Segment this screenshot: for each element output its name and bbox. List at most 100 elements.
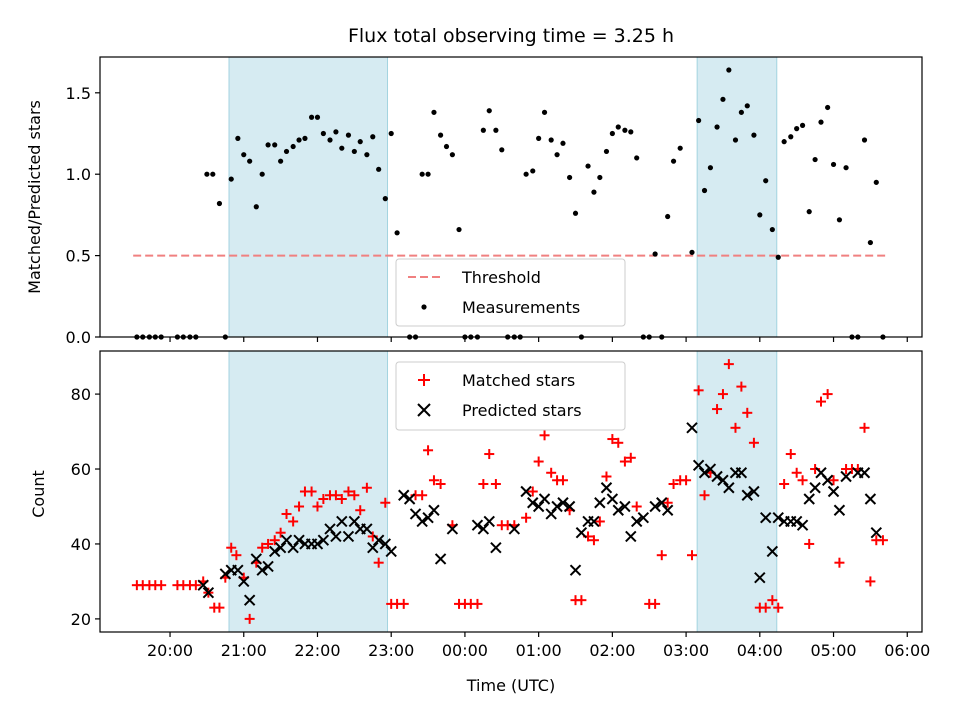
measurements-point [241,152,247,158]
x-b [269,545,281,558]
measurements-point [357,139,363,145]
matched-stars-point [373,557,384,568]
measurements-point [689,249,695,255]
x-b [692,459,705,471]
measurements-point [665,213,671,220]
x-b [348,515,361,528]
matched-stars-point [417,490,428,501]
matched-stars-point [521,512,532,523]
matched-stars-point [190,580,201,591]
x-b [379,538,392,550]
predicted-stars-point [379,538,392,550]
x-b [630,515,643,528]
measurements-point [769,226,775,233]
predicted-stars-point [858,467,871,479]
x-b [232,564,244,576]
measurements-point [714,124,720,130]
predicted-stars-point [557,497,569,509]
x-b [588,515,600,528]
measurements-point [449,152,455,158]
measurements-point [726,67,732,73]
chart-title: Flux total observing time = 3.25 h [348,25,674,47]
matched-stars-point [231,550,242,561]
measurements-point [788,134,794,140]
matched-stars-point [693,385,704,396]
x-tick-label: 00:00 [442,641,488,660]
x-b [483,515,495,528]
measurements-point [345,132,352,138]
x-b [772,512,784,524]
predicted-stars-point [256,564,268,576]
predicted-stars-point [827,485,840,498]
measurements-point [210,171,216,177]
matched-stars-point [380,497,391,508]
bottom-shaded-region [696,350,778,633]
predicted-stars-point [551,500,563,513]
predicted-stars-point [630,515,643,528]
legend-entry-measurements: Measurements [462,298,580,317]
measurements-point [493,127,499,133]
x-b [287,541,299,554]
legend-entry-matched: Matched stars [462,371,575,390]
predicted-stars-point [274,541,287,554]
matched-stars-point [490,479,501,490]
predicted-stars-point [790,515,803,528]
x-b [637,512,650,524]
matched-stars-point [361,482,372,493]
measurements-point [541,109,548,115]
matched-stars-point [214,602,225,613]
top-shaded-region [696,56,778,338]
measurements-point [781,139,787,145]
x-b [870,527,882,539]
x-b [612,504,624,516]
measurements-point [806,209,812,215]
x-tick-label: 21:00 [221,641,267,660]
measurements-point [235,135,241,141]
matched-stars-point [619,456,630,467]
measurements-point [425,171,431,177]
x-b [293,534,305,546]
predicted-stars-point [483,515,495,528]
matched-stars-point [244,613,255,624]
legend-entry-threshold: Threshold [461,268,541,287]
top-shaded-region [228,56,389,338]
x-b [790,515,803,528]
measurements-point [333,129,339,135]
measurements-point [253,204,259,210]
x-tick-label: 01:00 [516,641,562,660]
predicted-stars-point [717,474,729,486]
matched-stars-point [662,497,673,508]
measurements-point [861,137,868,143]
predicted-stars-point [202,586,215,599]
matched-stars-point [546,467,557,478]
predicted-stars-point [527,497,539,509]
x-b [551,500,563,513]
predicted-stars-point [711,470,723,483]
x-b [821,474,834,486]
x-b [398,489,410,501]
matched-stars-point [686,550,697,561]
x-b [864,493,877,505]
matched-stars-point [828,475,839,486]
matched-stars-point [613,437,624,448]
measurements-point [603,148,610,155]
measurements-point [751,132,757,138]
predicted-stars-point [219,568,232,580]
measurements-point [320,130,326,137]
matched-stars-point [336,493,347,504]
x-axis-label: Time (UTC) [466,676,555,695]
matched-stars-point [435,479,446,490]
x-b [575,527,588,539]
bottom-y-tick-label: 60 [71,460,91,479]
x-b [827,485,840,498]
x-b [600,482,613,494]
measurements-point [560,140,566,146]
x-tick-label: 04:00 [737,641,783,660]
matched-stars-point [318,493,329,504]
predicted-stars-point [317,534,330,546]
predicted-stars-point [293,534,305,546]
x-b [748,485,760,498]
predicted-stars-point [741,489,753,501]
predicted-stars-point [398,489,410,501]
measurements-point [456,226,462,233]
